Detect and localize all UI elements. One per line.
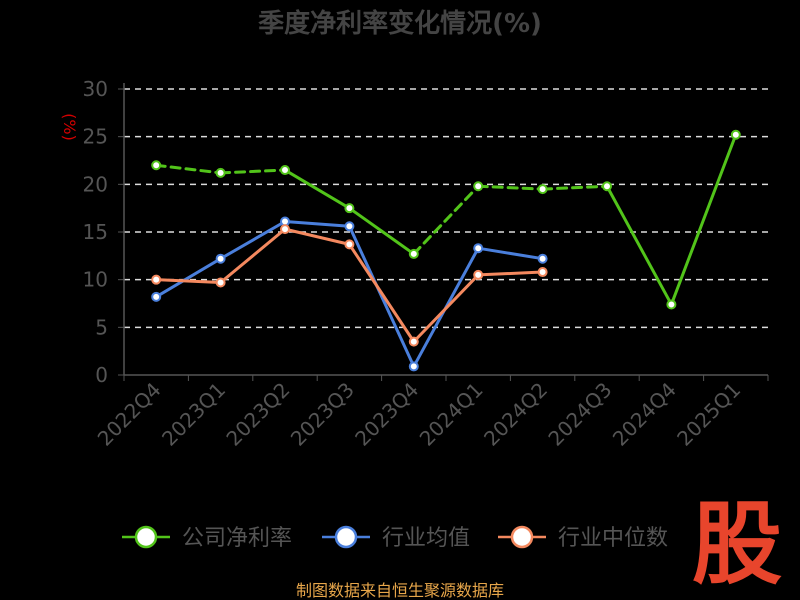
series-2-point-2024Q1: [473, 269, 484, 280]
series-2-point-2024Q2: [537, 267, 548, 278]
series-0-segment: [283, 168, 351, 210]
y-tick-label: 15: [83, 220, 108, 244]
series-1-segment: [219, 220, 287, 261]
x-tick-label-2024Q4: 2024Q4: [608, 378, 681, 451]
series-2-point-2023Q4: [408, 336, 419, 347]
series-0-segment: [347, 206, 416, 256]
series-2-segment: [412, 273, 480, 344]
series-2-segment: [347, 242, 416, 344]
source-note: 制图数据来自恒生聚源数据库: [296, 581, 504, 600]
series-0-point-2023Q3: [344, 203, 355, 214]
grid-lines: [124, 88, 768, 329]
series-1-point-2023Q1: [215, 253, 226, 264]
x-tick-label-2024Q1: 2024Q1: [415, 378, 488, 451]
x-tick-label-2023Q3: 2023Q3: [286, 378, 359, 451]
series-0-segment: [412, 184, 480, 256]
x-tick-label-2022Q4: 2022Q4: [93, 378, 166, 451]
series-0-segment: [541, 184, 609, 191]
series-0-segment: [605, 184, 673, 306]
series-0-point-2025Q1: [730, 129, 741, 140]
series-0-point-2023Q4: [408, 248, 419, 259]
x-tick-label-2025Q1: 2025Q1: [672, 378, 745, 451]
series-2-segment: [219, 227, 287, 285]
y-axis-unit: (%): [60, 113, 79, 141]
series-0-point-2024Q2: [537, 184, 548, 195]
series-2-segment: [154, 278, 223, 285]
series-0-point-2024Q1: [473, 181, 484, 192]
series-1-point-2022Q4: [151, 291, 162, 302]
legend-marker-0: [134, 525, 158, 549]
x-tick-label-2024Q2: 2024Q2: [479, 378, 552, 451]
series-0-segment: [669, 133, 738, 306]
y-tick-label: 0: [95, 363, 108, 387]
series-1-segment: [476, 246, 545, 261]
y-tick-label: 30: [83, 77, 108, 101]
series-1-point-2024Q1: [473, 243, 484, 254]
logo-mark: 股: [692, 492, 782, 597]
y-axis-ticks: 0 5 10 15 20 25 30: [83, 77, 124, 387]
series-0-segment: [476, 184, 545, 191]
x-tick-label-2023Q4: 2023Q4: [350, 378, 423, 451]
series-0-point-2024Q4: [666, 299, 677, 310]
legend-label-2: 行业中位数: [558, 526, 668, 551]
series-2-point-2022Q4: [151, 274, 162, 285]
series-0-point-2024Q3: [602, 181, 612, 192]
x-tick-label-2024Q3: 2024Q3: [543, 378, 616, 451]
series-0-point-2022Q4: [151, 160, 162, 171]
legend-marker-1: [334, 525, 358, 549]
series-2-point-2023Q3: [344, 239, 355, 250]
y-tick-label: 5: [95, 315, 108, 339]
series-2-segment: [283, 227, 351, 246]
chart-title: 季度净利率变化情况(%): [258, 8, 542, 39]
legend-label-1: 行业均值: [382, 526, 470, 551]
y-tick-label: 20: [83, 172, 108, 196]
series-2: [151, 224, 548, 347]
series-2-point-2023Q1: [215, 277, 226, 288]
series-1-point-2024Q2: [537, 253, 548, 264]
series-1-point-2023Q3: [344, 221, 355, 232]
axes: [123, 83, 768, 376]
series-0-segment: [154, 163, 223, 175]
x-tick-label-2023Q1: 2023Q1: [157, 378, 230, 451]
series-0-point-2023Q1: [215, 167, 226, 178]
y-tick-label: 10: [83, 268, 108, 292]
series-0: [151, 129, 741, 310]
series-2-point-2023Q2: [280, 224, 290, 235]
legend: 公司净利率 行业均值 行业中位数: [122, 525, 668, 551]
legend-marker-2: [510, 525, 534, 549]
series-0-segment: [219, 168, 287, 175]
series-2-segment: [476, 270, 545, 277]
series-1-segment: [154, 257, 223, 299]
series-1-point-2023Q4: [408, 361, 419, 372]
series-1-segment: [347, 224, 416, 368]
y-tick-label: 25: [83, 125, 108, 149]
series-group: [151, 129, 741, 372]
legend-label-0: 公司净利率: [182, 526, 292, 551]
series-0-point-2023Q2: [280, 165, 290, 176]
x-axis-ticks: 2022Q42023Q12023Q22023Q32023Q42024Q12024…: [93, 375, 769, 451]
x-tick-label-2023Q2: 2023Q2: [221, 378, 294, 451]
series-1-segment: [283, 220, 351, 228]
